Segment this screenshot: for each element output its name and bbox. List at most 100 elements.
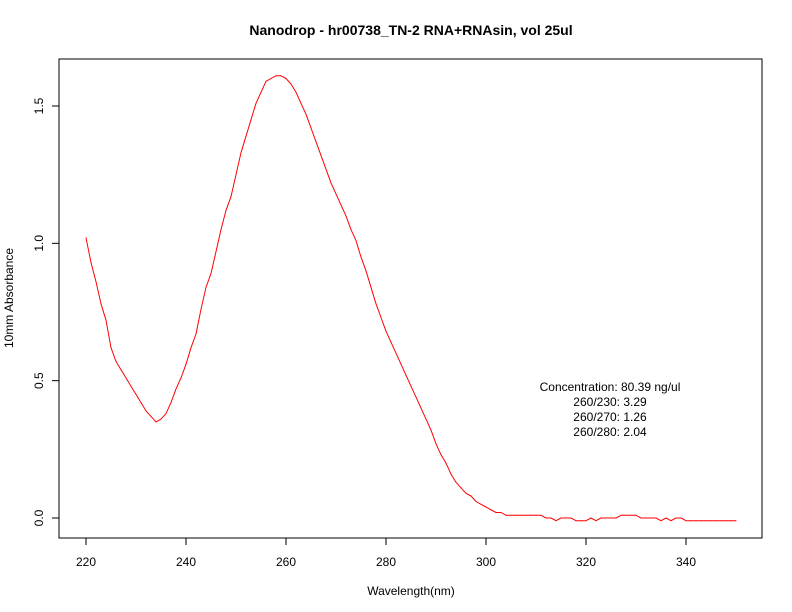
data-point	[375, 303, 377, 305]
data-point	[565, 517, 567, 519]
data-point	[320, 154, 322, 156]
annotation-line: 260/230: 3.29	[573, 395, 647, 409]
data-point	[135, 393, 137, 395]
data-point	[640, 517, 642, 519]
data-point	[350, 229, 352, 231]
data-point	[530, 514, 532, 516]
data-point	[645, 517, 647, 519]
data-point	[420, 407, 422, 409]
data-point	[570, 517, 572, 519]
data-point	[510, 514, 512, 516]
x-tick-label: 300	[476, 555, 496, 569]
data-point	[625, 514, 627, 516]
data-point	[240, 152, 242, 154]
x-tick-label: 280	[376, 555, 396, 569]
data-point	[305, 113, 307, 115]
data-point	[100, 303, 102, 305]
data-point	[495, 512, 497, 513]
data-point	[380, 317, 382, 318]
data-point	[440, 454, 442, 456]
y-axis-label: 10mm Absorbance	[2, 248, 16, 348]
data-point	[685, 520, 687, 522]
data-point	[730, 520, 732, 522]
data-point	[600, 517, 602, 519]
data-point	[130, 385, 132, 387]
annotation-line: Concentration: 80.39 ng/ul	[540, 380, 681, 394]
data-point	[465, 492, 467, 494]
data-point	[480, 503, 482, 505]
data-point	[155, 421, 157, 423]
data-point	[185, 363, 187, 365]
data-point	[540, 514, 542, 516]
y-tick-label: 1.0	[32, 235, 46, 252]
data-point	[515, 514, 517, 516]
data-point	[270, 78, 272, 79]
x-tick-label: 340	[676, 555, 696, 569]
data-point	[450, 473, 452, 475]
data-point	[280, 75, 282, 77]
data-point	[545, 517, 547, 519]
data-point	[200, 308, 202, 310]
data-point	[385, 330, 387, 332]
data-point	[490, 509, 492, 511]
data-point	[410, 385, 412, 387]
data-point	[650, 517, 652, 519]
data-point	[700, 520, 702, 522]
data-point	[590, 517, 592, 519]
data-point	[675, 517, 677, 519]
data-point	[605, 517, 607, 519]
data-point	[500, 512, 502, 513]
data-point	[335, 193, 337, 195]
data-point	[655, 517, 657, 519]
data-point	[355, 240, 357, 242]
data-point	[415, 396, 417, 398]
data-point	[725, 520, 727, 522]
data-point	[445, 462, 447, 464]
data-point	[670, 520, 672, 522]
data-point	[370, 286, 372, 288]
data-point	[585, 520, 587, 522]
data-point	[190, 347, 192, 349]
data-point	[160, 418, 162, 420]
data-point	[505, 514, 507, 516]
data-point	[250, 119, 252, 121]
data-point	[205, 286, 207, 288]
data-point	[560, 517, 562, 519]
data-point	[710, 520, 712, 522]
data-point	[285, 78, 287, 79]
x-axis: 220 240 260 280 300 320 340	[76, 537, 696, 569]
data-point	[620, 514, 622, 516]
data-point	[635, 514, 637, 516]
x-tick-label: 320	[576, 555, 596, 569]
data-point	[95, 281, 97, 283]
data-point	[690, 520, 692, 522]
data-point	[315, 141, 317, 143]
data-point	[400, 363, 402, 365]
data-point	[110, 347, 112, 349]
data-point	[180, 377, 182, 379]
data-point	[260, 91, 262, 93]
chart-title: Nanodrop - hr00738_TN-2 RNA+RNAsin, vol …	[249, 22, 572, 38]
data-point	[520, 514, 522, 516]
data-point	[125, 377, 127, 379]
data-point	[230, 196, 232, 198]
data-point	[245, 135, 247, 137]
series-group	[85, 75, 737, 522]
data-point	[165, 413, 167, 415]
data-point	[170, 402, 172, 404]
data-point	[680, 517, 682, 519]
data-point	[325, 168, 327, 170]
annotation-line: 260/280: 2.04	[573, 425, 647, 439]
data-point	[395, 352, 397, 354]
data-point	[575, 520, 577, 522]
data-point	[615, 517, 617, 519]
data-point	[405, 374, 407, 376]
data-point	[220, 229, 222, 231]
data-point	[550, 517, 552, 519]
data-point	[215, 251, 217, 253]
data-point	[120, 369, 122, 371]
x-tick-label: 240	[176, 555, 196, 569]
data-point	[525, 514, 527, 516]
data-point	[295, 91, 297, 93]
